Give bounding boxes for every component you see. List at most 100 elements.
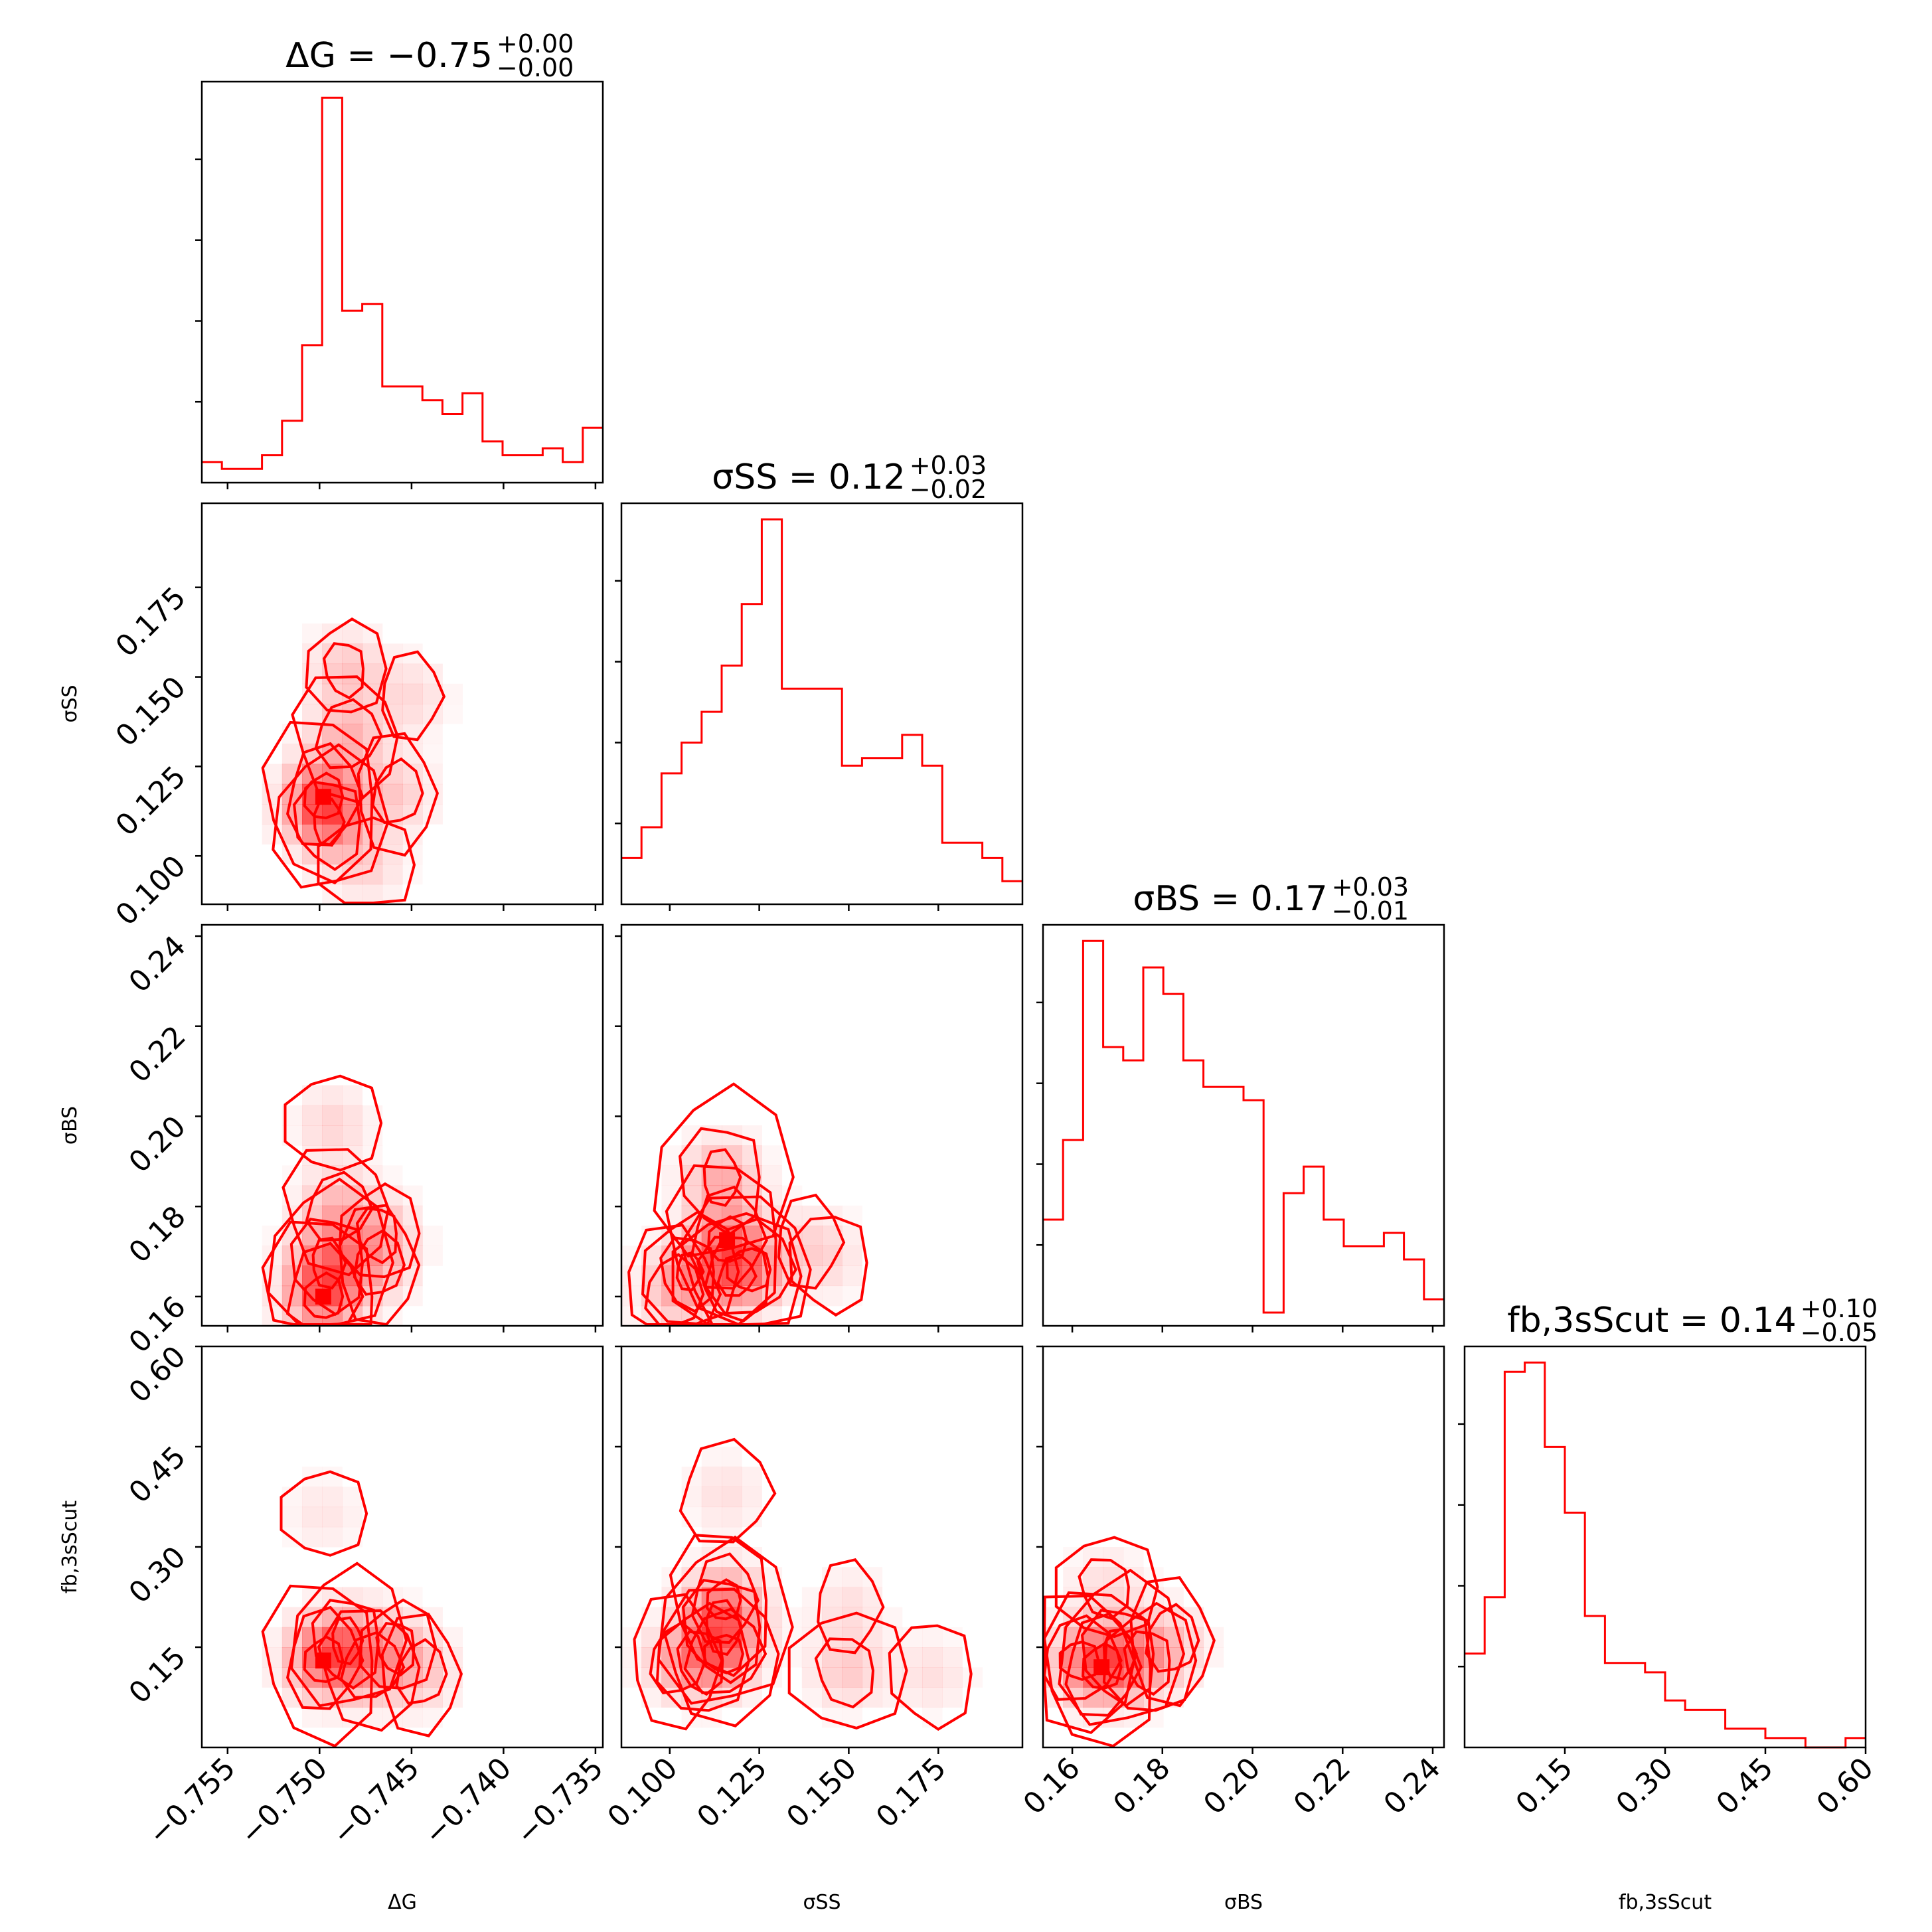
histogram-bar [202,462,222,483]
density-cell [262,1226,283,1246]
density-cell [922,1627,943,1648]
density-cell [822,1687,843,1708]
contour-line [683,1607,767,1694]
histogram-bar [282,421,302,483]
contour-line [679,1437,777,1544]
title-upper-error: +0.03 [910,451,987,480]
histogram-bar [661,773,681,904]
histogram-bar [862,758,882,904]
histogram-bar [802,688,822,904]
density-cell [422,1707,443,1728]
histogram-bar [523,455,542,483]
title-main: fb,3sScut = 0.14 [1507,1301,1796,1340]
x-tick-label: 0.100 [601,1751,684,1834]
x-tick-label: 0.125 [690,1751,773,1834]
density-cell [282,744,303,765]
histogram-bar [1143,967,1163,1326]
density-cell [342,1105,363,1126]
histogram-bar [822,688,842,904]
histogram-bar [621,858,641,904]
title-lower-error: −0.01 [1332,896,1409,926]
density-cell [302,623,323,644]
x-tick-label: 0.24 [1377,1751,1447,1821]
histogram-bar [483,442,503,483]
x-tick-label: 0.16 [1017,1751,1087,1821]
contour-line [1123,1630,1171,1696]
x-axis-label-sBS: σBS [1224,1891,1263,1914]
density-cell [342,1506,363,1528]
histogram-bar [422,400,442,483]
histogram-bar [1585,1616,1605,1747]
contour-group-dG-sSS [261,617,446,904]
density-cell [422,1246,443,1266]
title-value: = 0.14 [1668,1301,1796,1340]
x-axis-label-fb: fb,3sScut [1619,1891,1712,1914]
density-cell [842,1286,862,1307]
contour-line [375,1621,416,1677]
density-cell [302,1105,323,1126]
density-cell [801,1205,823,1226]
title-value: = 0.12 [777,457,905,497]
density-cell [722,1487,742,1508]
line-layer [202,96,1866,1749]
title-main: ΔG = −0.75 [285,36,493,76]
density-cell [342,1085,363,1106]
contour-line [331,1616,364,1666]
density-cell [442,1647,463,1668]
contour-line [1058,1641,1100,1681]
y-tick-label: 0.16 [122,1290,192,1360]
histogram-bar [362,304,382,483]
x-tick-label: 0.15 [1509,1751,1579,1821]
density-cell [442,704,463,724]
density-cell [822,1708,843,1728]
contour-line [641,1210,740,1325]
panel-title-2: σBS = 0.17 +0.03−0.01 [1133,872,1409,926]
contour-line [1129,1576,1216,1708]
panel-frame-0-0 [201,80,604,484]
contour-line [380,1613,463,1737]
contour-line [1145,1603,1200,1673]
histogram-bar [1163,994,1183,1326]
histogram-bar [322,98,342,483]
title-lower-error: −0.05 [1801,1318,1878,1347]
density-cell [402,663,423,684]
density-cell [442,1627,463,1648]
histogram-bar [1625,1663,1645,1747]
density-cell [422,1667,443,1688]
histogram-dG [202,96,603,483]
histogram-bar [1785,1738,1805,1747]
histogram-bar [641,827,661,904]
histogram-bar [962,843,982,904]
density-cell [282,1607,303,1628]
histogram-sSS [621,518,1022,904]
y-axis-label-sBS: σBS [58,1106,82,1145]
histogram-bar [503,455,523,483]
density-cell [322,1467,343,1487]
contour-line [659,1236,715,1313]
contour-line [649,1621,707,1695]
contour-line [1082,1642,1123,1690]
title-lower-error: −0.00 [497,53,574,82]
density-cell [422,1226,443,1246]
density-cell [922,1667,943,1688]
y-tick-label: 0.125 [110,760,193,843]
histogram-step-line [202,96,603,470]
histogram-bar [1344,1246,1364,1326]
y-axis-label-fb: fb,3sScut [58,1500,82,1593]
contour-line [338,1182,421,1279]
contour-line [644,1253,705,1326]
density-cell [342,663,363,684]
density-cell [322,844,343,865]
panel-title-3: fb,3sScut = 0.14 +0.10−0.05 [1507,1294,1878,1347]
x-tick-label: −0.750 [234,1751,334,1852]
y-axis-label-sSS: σSS [58,684,82,722]
contour-line [788,1216,868,1317]
x-tick-label: 0.45 [1710,1751,1779,1821]
title-value: = 0.17 [1200,879,1327,919]
histogram-bar [1224,1087,1244,1326]
density-cell [402,683,423,704]
title-upper-error: +0.03 [1332,872,1409,902]
contour-line [353,1229,406,1296]
density-cell [842,1246,862,1266]
histogram-bar [463,393,483,483]
